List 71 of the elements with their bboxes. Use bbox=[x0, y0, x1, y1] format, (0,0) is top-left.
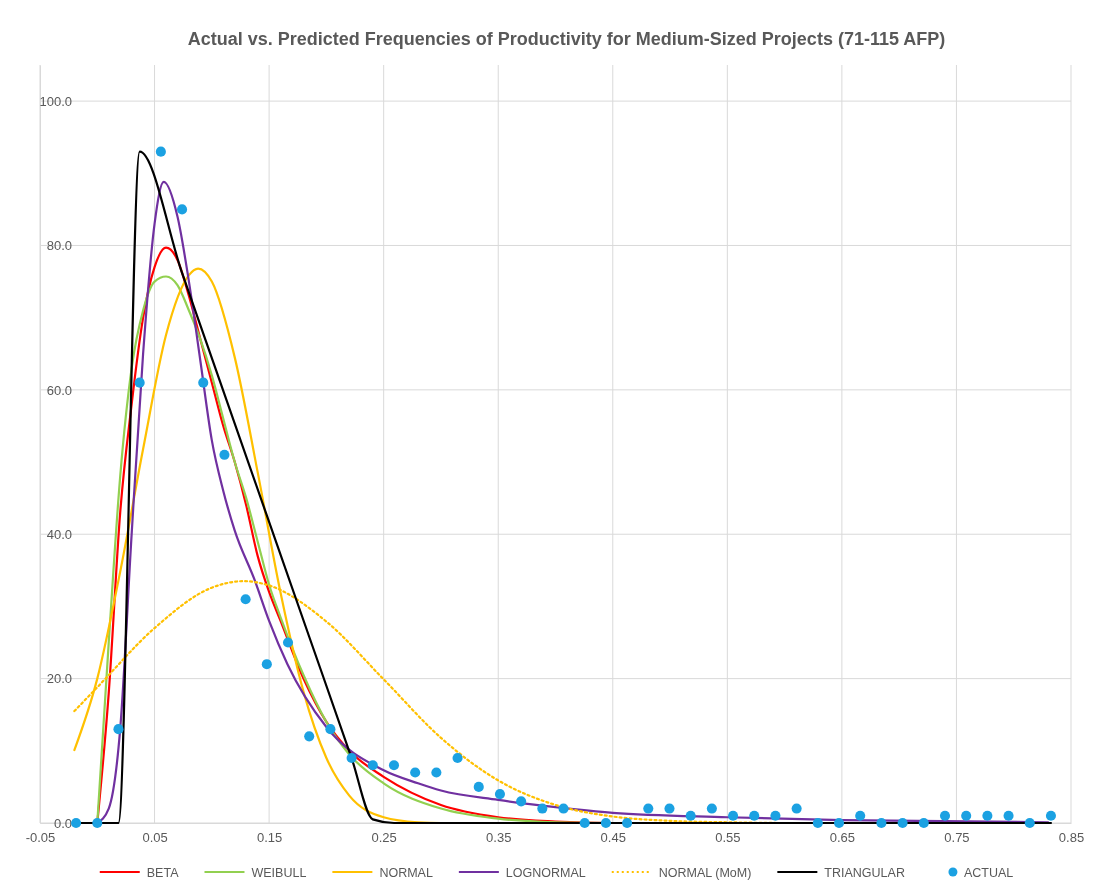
point bbox=[177, 204, 188, 215]
x-tick-label: 0.45 bbox=[600, 830, 626, 846]
point bbox=[473, 781, 484, 792]
point bbox=[1045, 810, 1056, 821]
x-tick-label: 0.65 bbox=[829, 830, 856, 846]
point bbox=[1003, 810, 1014, 821]
point bbox=[367, 760, 378, 771]
x-tick-label: 0.85 bbox=[1058, 830, 1085, 846]
point bbox=[961, 810, 972, 821]
point bbox=[812, 817, 823, 829]
legend-label: LOGNORMAL bbox=[505, 865, 586, 880]
point bbox=[71, 817, 82, 829]
point bbox=[706, 803, 717, 814]
point bbox=[261, 659, 272, 670]
x-tick-label: 0.15 bbox=[256, 830, 283, 846]
x-tick-label: -0.05 bbox=[25, 830, 56, 846]
legend-label: ACTUAL bbox=[963, 865, 1014, 880]
point bbox=[749, 810, 760, 821]
point bbox=[219, 449, 230, 460]
point bbox=[388, 760, 400, 771]
point bbox=[1024, 817, 1035, 829]
point bbox=[346, 752, 357, 764]
point bbox=[579, 817, 590, 829]
point bbox=[876, 817, 887, 829]
point bbox=[791, 803, 802, 814]
y-tick-label: 40.0 bbox=[46, 526, 72, 542]
legend-label: BETA bbox=[146, 865, 180, 880]
point bbox=[770, 810, 781, 821]
point bbox=[92, 817, 103, 829]
chart-title: Actual vs. Predicted Frequencies of Productivity for Medium-Sized Projects (71-115 AFP) bbox=[187, 29, 946, 49]
x-tick-label: 0.35 bbox=[486, 830, 512, 846]
point bbox=[134, 377, 145, 388]
legend-label: NORMAL (MoM) bbox=[658, 865, 752, 880]
y-tick-label: 80.0 bbox=[46, 238, 72, 254]
legend-label: TRIANGULAR bbox=[824, 865, 905, 880]
point bbox=[452, 752, 463, 764]
point bbox=[918, 817, 929, 829]
y-tick-label: 20.0 bbox=[46, 671, 72, 687]
point bbox=[410, 767, 421, 778]
y-tick-label: 100.0 bbox=[39, 93, 72, 109]
x-tick-label: 0.75 bbox=[944, 830, 970, 846]
point bbox=[198, 377, 209, 388]
legend-label: WEIBULL bbox=[251, 865, 307, 880]
point bbox=[558, 803, 569, 814]
point bbox=[304, 731, 315, 742]
point bbox=[240, 594, 251, 605]
y-tick-label: 0.0 bbox=[53, 815, 72, 831]
point bbox=[282, 637, 294, 648]
point bbox=[855, 810, 866, 821]
point bbox=[833, 817, 845, 829]
point bbox=[939, 810, 951, 821]
point bbox=[325, 724, 336, 735]
point bbox=[516, 796, 527, 807]
point bbox=[982, 810, 993, 821]
point bbox=[600, 817, 611, 829]
point bbox=[155, 146, 166, 157]
point bbox=[664, 803, 675, 814]
point bbox=[537, 803, 548, 814]
point bbox=[728, 810, 739, 821]
x-tick-label: 0.25 bbox=[371, 830, 397, 846]
x-tick-label: 0.05 bbox=[142, 830, 168, 846]
x-tick-label: 0.55 bbox=[715, 830, 741, 846]
legend-label: NORMAL bbox=[379, 865, 433, 880]
point bbox=[622, 817, 633, 829]
point bbox=[643, 803, 654, 814]
y-tick-label: 60.0 bbox=[46, 382, 72, 398]
point bbox=[431, 767, 442, 778]
point bbox=[685, 810, 696, 821]
point bbox=[113, 724, 124, 735]
point bbox=[494, 789, 505, 800]
point bbox=[897, 817, 908, 829]
